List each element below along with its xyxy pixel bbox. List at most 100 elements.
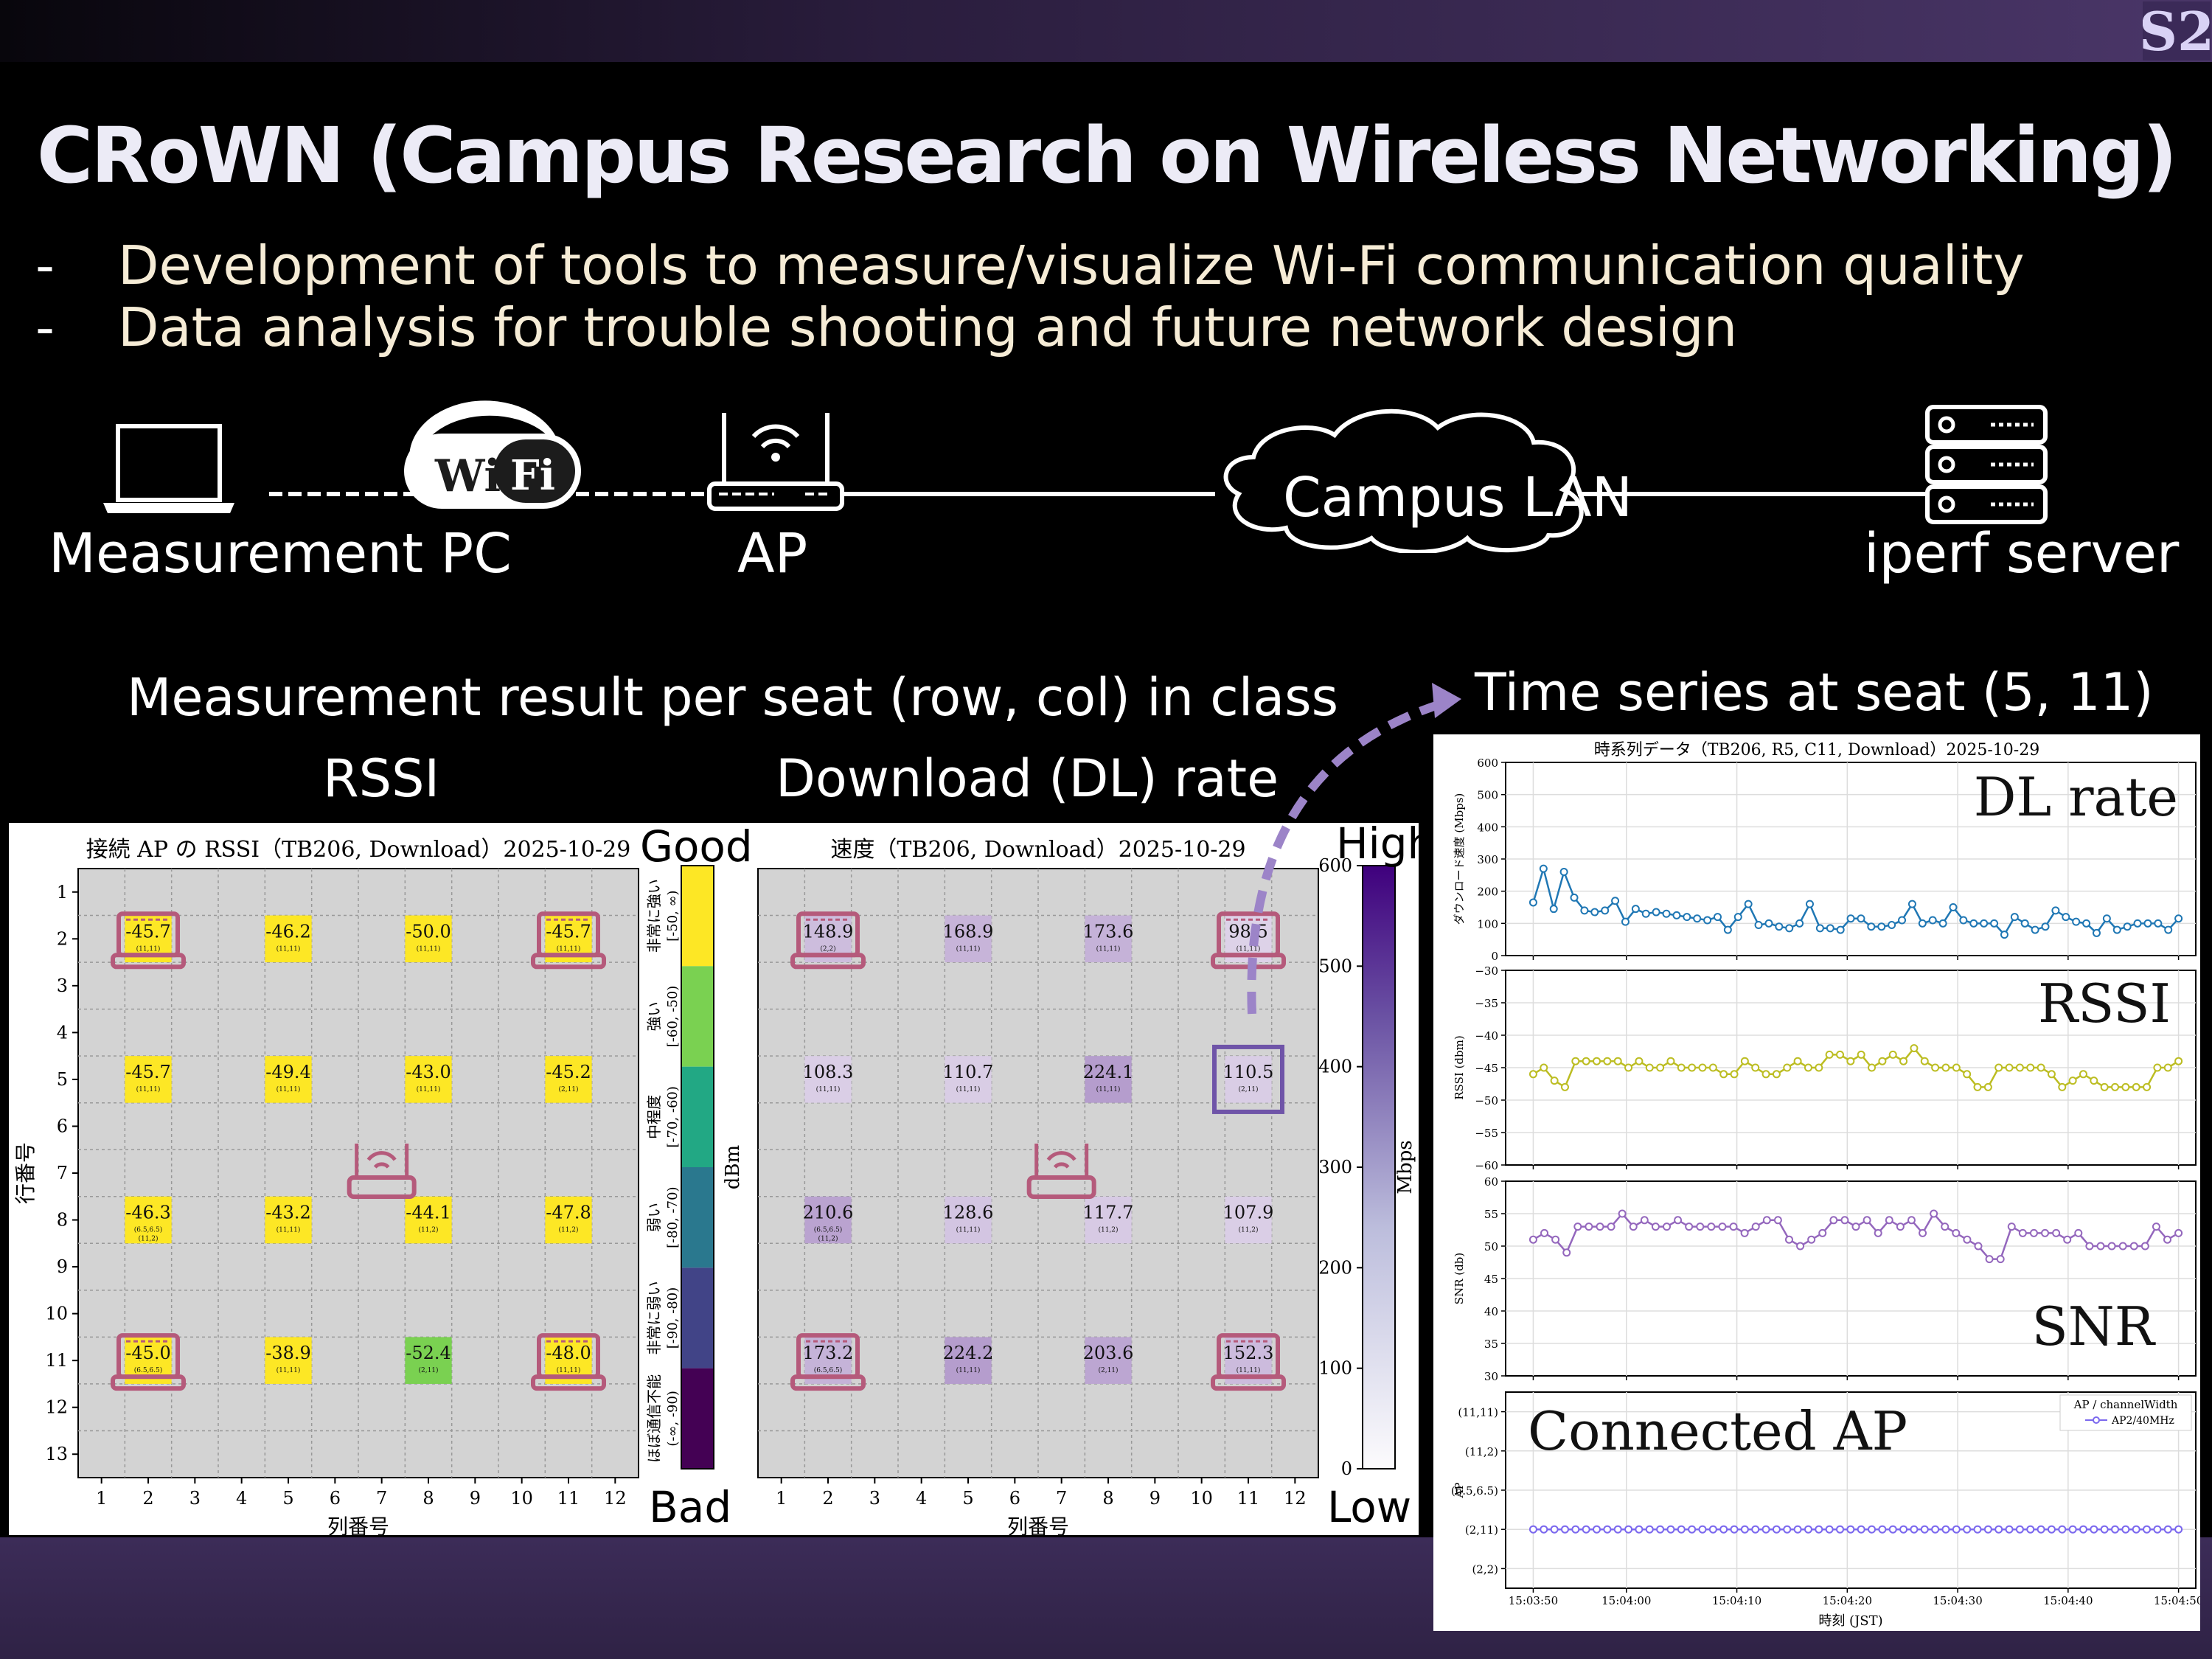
cell-ap-label: (11,11): [956, 945, 981, 953]
x-tick-label: 15:03:50: [1509, 1594, 1558, 1607]
cell-ap-label: (11,11): [1096, 1085, 1121, 1093]
rssi-scale-top: Good: [640, 821, 753, 872]
data-point: [1920, 1525, 1929, 1534]
colorbar-bin-range: [-90, -80): [665, 1287, 681, 1349]
data-point: [2052, 1228, 2061, 1237]
cell-value: -43.0: [406, 1062, 451, 1082]
lan-label: Campus LAN: [1283, 466, 1632, 529]
x-tick-label: 4: [236, 1488, 247, 1509]
cell-ap-label: (11,11): [276, 1366, 301, 1374]
data-point: [2143, 1082, 2152, 1091]
cell-value: -45.7: [125, 921, 171, 942]
cell-value: 110.5: [1223, 1062, 1274, 1082]
heatmap-cell: [945, 1056, 992, 1103]
data-point: [1698, 1063, 1707, 1072]
y-tick-label: (11,2): [1465, 1445, 1498, 1458]
data-point: [1952, 1228, 1961, 1237]
data-point: [1582, 1525, 1590, 1534]
x-tick-label: 1: [96, 1488, 107, 1509]
data-point: [1928, 916, 1937, 925]
legend-title: AP / channelWidth: [2073, 1398, 2178, 1411]
heatmap-title: 速度（TB206, Download）2025-10-29: [830, 837, 1245, 863]
data-point: [1796, 1242, 1805, 1251]
data-point: [1825, 1050, 1834, 1059]
data-point: [1857, 1050, 1865, 1059]
data-point: [1896, 1222, 1905, 1231]
data-point: [1762, 1216, 1771, 1225]
y-tick-label: −40: [1475, 1029, 1498, 1043]
data-point: [1910, 1044, 1919, 1053]
data-point: [2007, 1222, 2016, 1231]
data-point: [2005, 1063, 2014, 1072]
cell-ap-label: (2,2): [820, 945, 835, 953]
x-tick-label: 9: [1150, 1488, 1161, 1509]
cell-value: -45.0: [125, 1343, 171, 1363]
data-point: [2092, 928, 2101, 937]
x-tick-label: 5: [962, 1488, 973, 1509]
data-point: [1640, 1216, 1649, 1225]
rssi-scale-bottom: Bad: [649, 1482, 732, 1532]
data-point: [1596, 1222, 1604, 1231]
panel-big-label: DL rate: [1974, 766, 2178, 828]
cell-value: 117.7: [1083, 1203, 1134, 1223]
heatmap-cell: [1085, 915, 1132, 963]
x-tick-label: 15:04:30: [1933, 1594, 1982, 1607]
bullet-marker: -: [35, 234, 55, 296]
cell-value: -46.2: [265, 921, 311, 942]
ap-marker-icon: [1026, 1144, 1096, 1199]
y-tick-label: 6: [57, 1116, 68, 1136]
legend-box: [2059, 1394, 2192, 1431]
laptop-marker-icon: [790, 1333, 866, 1391]
data-point: [1815, 1525, 1823, 1534]
data-point: [1815, 924, 1824, 933]
data-point: [1793, 1057, 1802, 1065]
colorbar-bin: [681, 1267, 714, 1368]
data-point: [1952, 1063, 1961, 1072]
data-point: [1994, 1063, 2003, 1072]
data-point: [1688, 1525, 1697, 1534]
cell-ap-label: (6.5,6.5): [814, 1226, 843, 1234]
data-point: [2062, 913, 2070, 922]
network-diagram: Wi Fi: [103, 400, 2048, 553]
data-point: [1818, 1228, 1827, 1237]
colorbar-bin: [681, 1066, 714, 1167]
data-point: [2079, 1525, 2087, 1534]
cell-ap-label: (11,11): [956, 1085, 981, 1093]
cell-ap-label: (11,2): [1098, 1226, 1118, 1234]
colorbar-bin-label: 非常に弱い: [645, 1281, 663, 1355]
data-point: [1963, 1525, 1972, 1534]
data-point: [1899, 1525, 1908, 1534]
data-point: [1570, 893, 1579, 902]
data-point: [1751, 1063, 1760, 1072]
heatmap-cell: [265, 1337, 312, 1384]
y-tick-label: 3: [57, 975, 68, 996]
x-tick-label: 15:04:00: [1601, 1594, 1651, 1607]
data-point: [1539, 864, 1548, 873]
data-point: [1941, 1063, 1950, 1072]
ap-marker-icon: [347, 1144, 417, 1199]
data-point: [1829, 1216, 1838, 1225]
laptop-base: [790, 953, 866, 970]
data-point: [2018, 1228, 2027, 1237]
data-point: [1723, 925, 1732, 934]
colorbar-bin-range: [-70, -60): [665, 1086, 681, 1147]
cell-value: -47.8: [546, 1203, 591, 1223]
data-point: [2174, 1525, 2183, 1534]
cell-ap-label: (11,11): [956, 1366, 981, 1374]
data-point: [2143, 1525, 2152, 1534]
data-point: [1528, 1070, 1537, 1079]
data-point: [2090, 1077, 2098, 1085]
data-point: [1719, 1525, 1728, 1534]
data-point: [1674, 1216, 1683, 1225]
laptop-marker-icon: [1211, 1333, 1286, 1391]
cell-value: -45.7: [546, 921, 591, 942]
data-point: [1973, 1525, 1982, 1534]
colorbar-bin-range: [-80, -70): [665, 1186, 681, 1248]
data-point: [2143, 919, 2152, 928]
data-point: [1963, 1070, 1972, 1079]
ap-legend: AP / channelWidth AP2/40MHz: [2059, 1394, 2192, 1431]
data-point: [1571, 1525, 1580, 1534]
